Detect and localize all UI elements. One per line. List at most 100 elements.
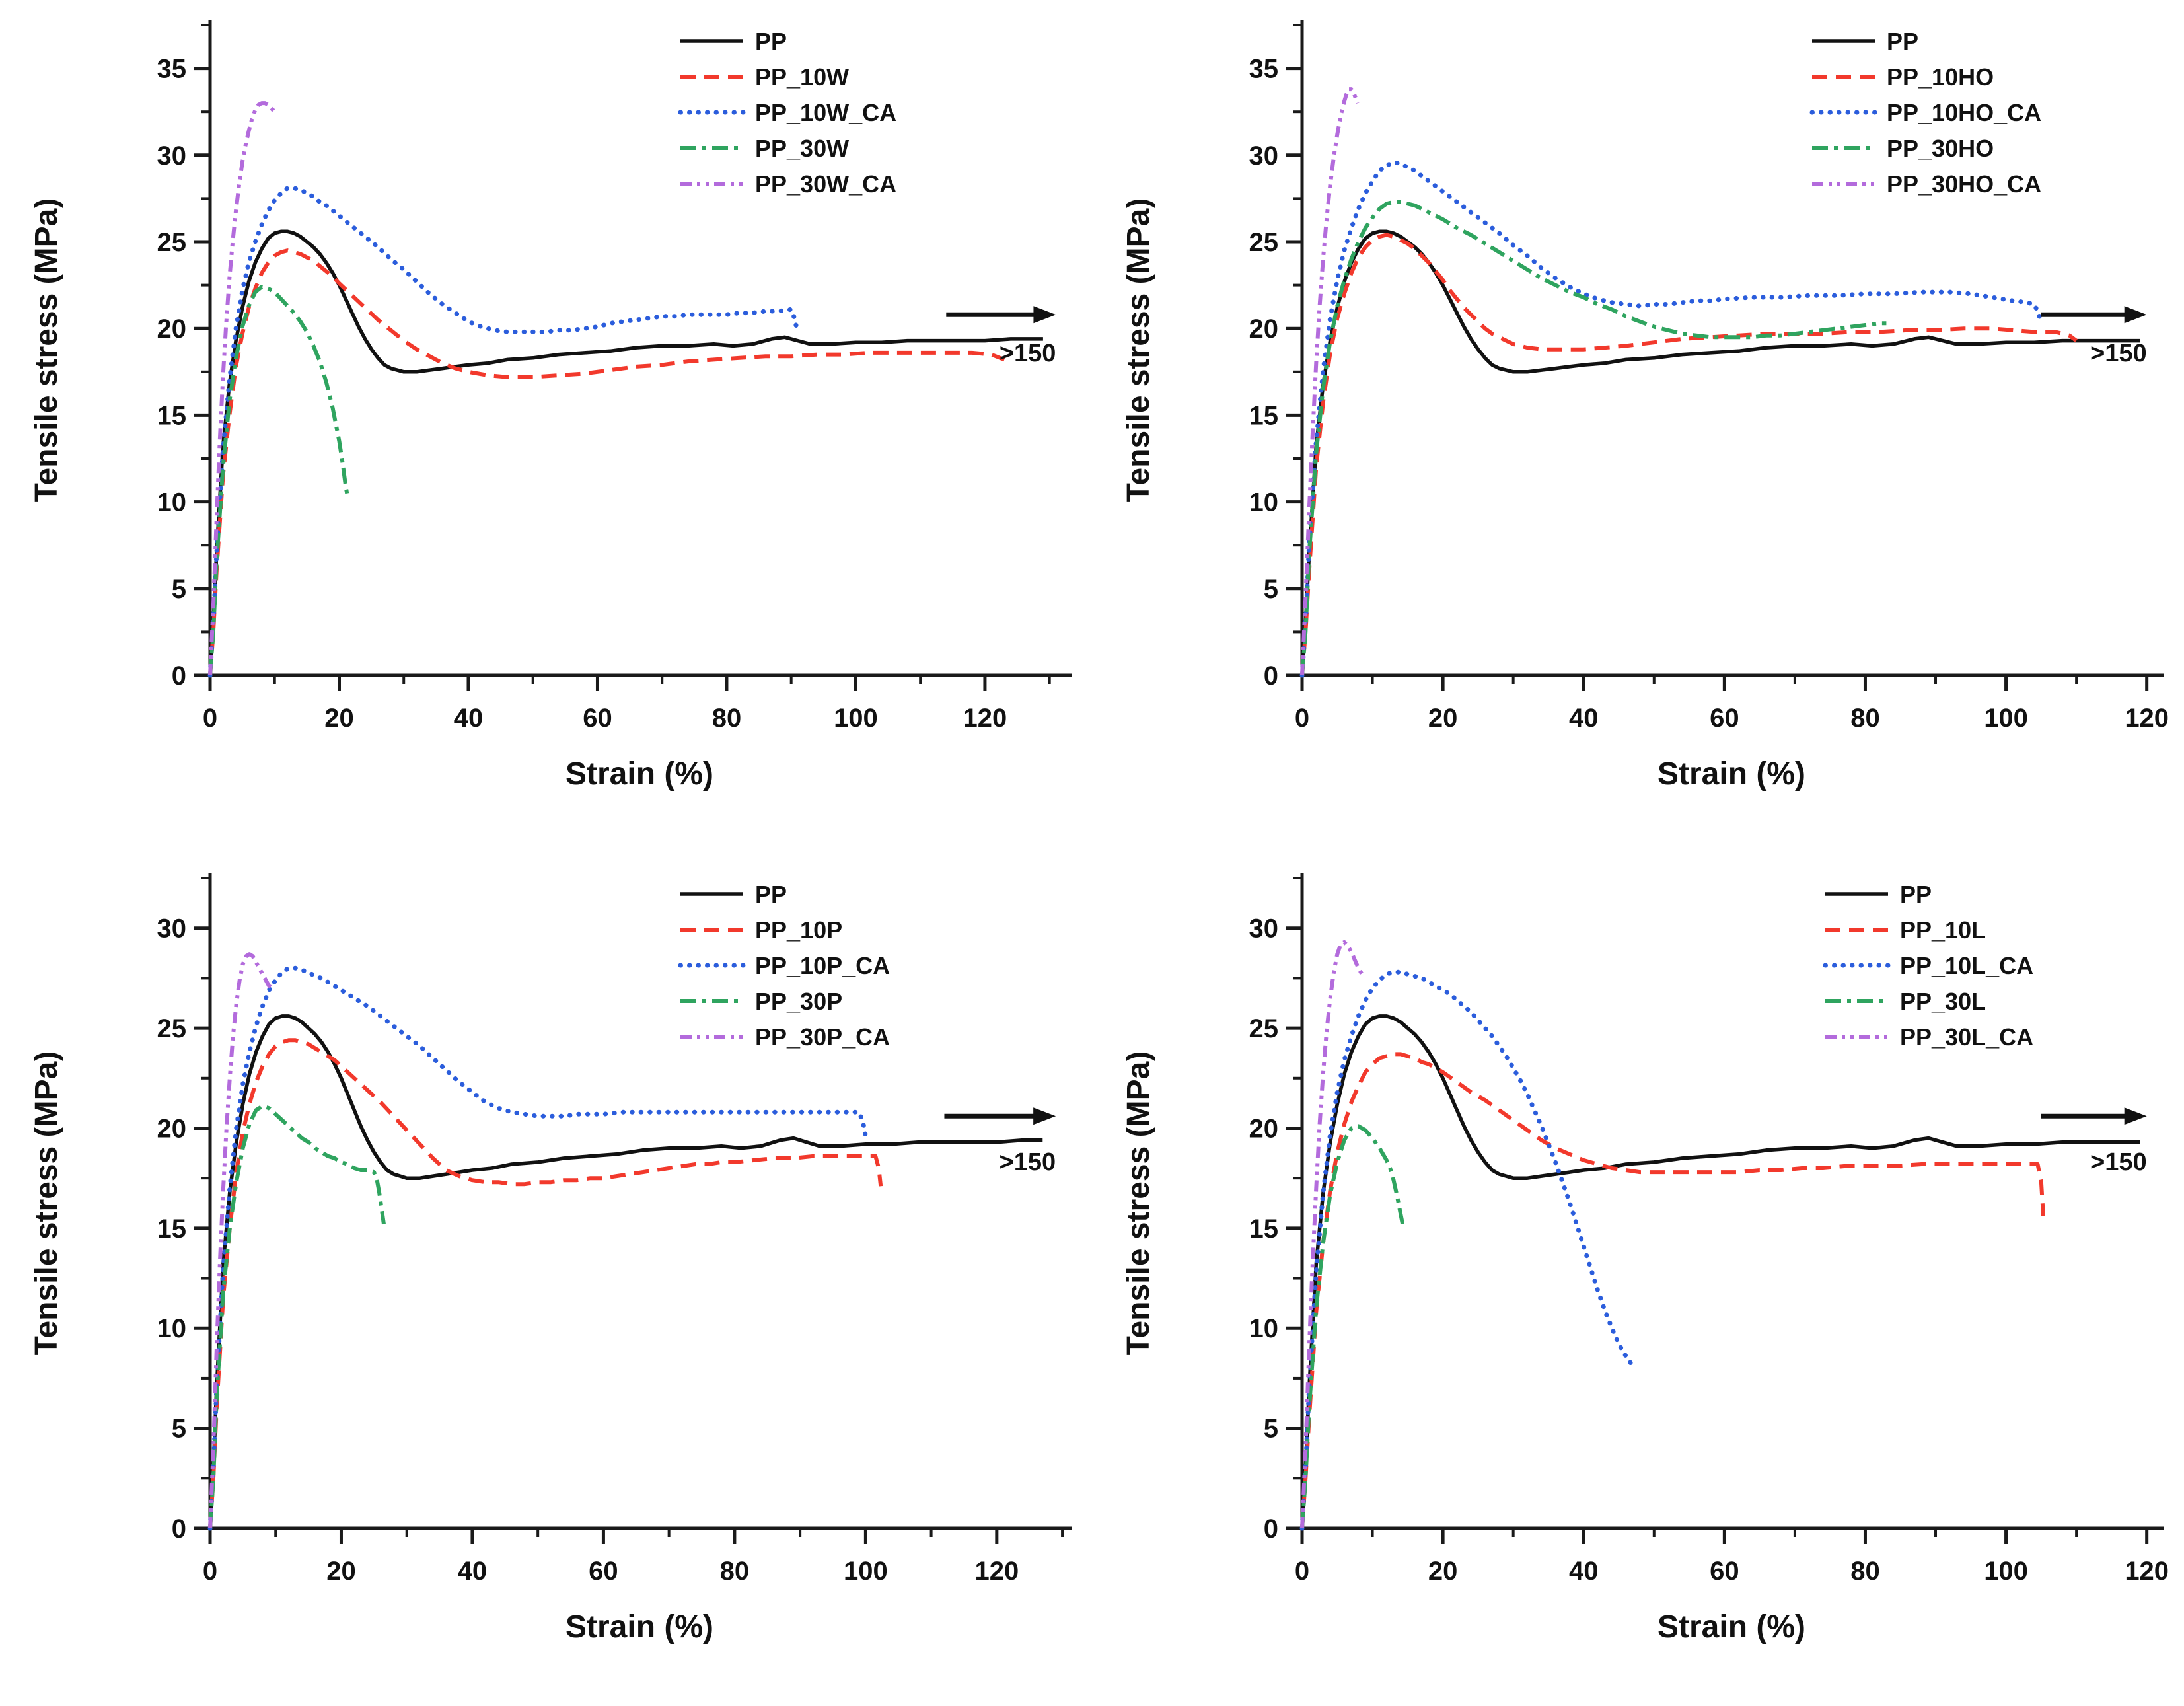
y-axis-title: Tensile stress (MPa) [1121, 1051, 1156, 1356]
y-tick-label: 20 [157, 315, 187, 344]
x-tick-label: 40 [454, 704, 484, 733]
y-tick-label: 10 [157, 488, 187, 517]
y-tick-label: 35 [157, 55, 187, 84]
y-tick-label: 15 [1249, 1214, 1279, 1243]
extension-arrow-head [2124, 1107, 2147, 1125]
series-PP_30W_CA [208, 101, 279, 676]
x-tick-label: 120 [2125, 1557, 2169, 1586]
annotation-gt150: >150 [1000, 1148, 1056, 1176]
x-tick-label: 100 [1984, 1557, 2028, 1586]
series-PP_30P [208, 1104, 386, 1529]
legend-label-PP_10P_CA: PP_10P_CA [755, 952, 890, 979]
y-tick-label: 5 [1264, 575, 1278, 604]
plot-background [1092, 0, 2184, 853]
legend-label-PP: PP [1900, 881, 1932, 908]
y-tick-label: 15 [157, 1214, 187, 1243]
annotation-gt150: >150 [2090, 1148, 2147, 1176]
x-tick-label: 120 [963, 704, 1007, 733]
y-tick-label: 10 [157, 1314, 187, 1343]
legend-label-PP_30P_CA: PP_30P_CA [755, 1023, 890, 1051]
x-tick-label: 20 [324, 704, 354, 733]
x-tick-label: 40 [1569, 1557, 1599, 1586]
legend-label-PP: PP [755, 28, 787, 55]
y-tick-label: 25 [1249, 1014, 1279, 1043]
y-tick-label: 25 [157, 228, 187, 257]
x-tick-label: 60 [1710, 1557, 1739, 1586]
y-axis-title: Tensile stress (MPa) [1121, 198, 1156, 503]
x-axis-title: Strain (%) [1657, 1610, 1805, 1645]
y-tick-label: 5 [172, 1415, 186, 1444]
legend-label-PP_10L: PP_10L [1900, 916, 1986, 944]
legend-label-PP: PP [755, 881, 787, 908]
extension-arrow-head [2124, 306, 2147, 324]
legend-label-PP_30P: PP_30P [755, 988, 842, 1015]
legend-label-PP_10HO: PP_10HO [1887, 63, 1994, 91]
subplot-bottom-left: 0 20 40 60 80 100 120 0 5 10 15 20 25 30 Strain (%) Ten… [0, 853, 1092, 1706]
plot-background [0, 853, 1092, 1706]
y-tick-label: 30 [1249, 141, 1279, 170]
series-PP [1300, 1014, 2140, 1529]
legend-label-PP_30HO_CA: PP_30HO_CA [1887, 170, 2041, 198]
y-tick-label: 10 [1249, 1314, 1279, 1343]
y-tick-label: 5 [172, 575, 186, 604]
legend-label-PP_30L_CA: PP_30L_CA [1900, 1023, 2033, 1051]
x-tick-label: 60 [589, 1557, 618, 1586]
x-tick-label: 120 [974, 1557, 1019, 1586]
y-tick-label: 10 [1249, 488, 1279, 517]
y-tick-label: 30 [1249, 914, 1279, 944]
legend-label-PP_10W: PP_10W [755, 63, 849, 91]
subplot-top-left: 0 20 40 60 80 100 120 0 5 10 15 20 25 30 35 Strain (%) T… [0, 0, 1092, 853]
subplot-cell-bottom-right: 0 20 40 60 80 100 120 0 5 10 15 20 25 30 Strain (%) Ten… [1092, 853, 2184, 1706]
y-axis-title: Tensile stress (MPa) [29, 1051, 64, 1356]
x-tick-label: 120 [2125, 704, 2169, 733]
y-tick-label: 15 [1249, 401, 1279, 430]
x-tick-label: 0 [203, 1557, 217, 1586]
x-tick-label: 100 [1984, 704, 2028, 733]
y-tick-label: 0 [1264, 1514, 1278, 1543]
x-tick-label: 100 [834, 704, 878, 733]
series-PP_30L [1300, 1124, 1406, 1529]
annotation-gt150: >150 [2090, 340, 2147, 367]
y-tick-label: 0 [1264, 661, 1278, 690]
series-PP_30HO_CA [1300, 87, 1360, 676]
series-PP_30L_CA [1300, 940, 1364, 1529]
x-tick-label: 80 [720, 1557, 750, 1586]
y-tick-label: 5 [1264, 1415, 1278, 1444]
y-tick-label: 0 [172, 661, 186, 690]
series-PP [208, 229, 1043, 676]
legend-label-PP_30HO: PP_30HO [1887, 135, 1994, 162]
legend-label-PP: PP [1887, 28, 1918, 55]
y-tick-label: 30 [157, 914, 187, 944]
x-tick-label: 60 [1710, 704, 1739, 733]
legend-label-PP_30L: PP_30L [1900, 988, 1986, 1015]
x-tick-label: 40 [1569, 704, 1599, 733]
y-tick-label: 0 [172, 1514, 186, 1543]
y-tick-label: 35 [1249, 55, 1279, 84]
series-PP_10W [208, 248, 1005, 676]
plot-background [1092, 853, 2184, 1706]
x-tick-label: 20 [1428, 1557, 1458, 1586]
legend-label-PP_10L_CA: PP_10L_CA [1900, 952, 2033, 979]
subplot-bottom-right: 0 20 40 60 80 100 120 0 5 10 15 20 25 30 Strain (%) Ten… [1092, 853, 2184, 1706]
x-axis-title: Strain (%) [1657, 757, 1805, 792]
legend-label-PP_30W: PP_30W [755, 135, 849, 162]
x-tick-label: 20 [326, 1557, 356, 1586]
x-tick-label: 0 [203, 704, 217, 733]
extension-arrow-head [1033, 306, 1056, 324]
legend-label-PP_10P: PP_10P [755, 916, 842, 944]
series-PP_10HO [1300, 233, 2078, 676]
series-PP_10HO_CA [1299, 159, 2044, 678]
y-axis-title: Tensile stress (MPa) [29, 198, 64, 503]
legend-label-PP_10W_CA: PP_10W_CA [755, 99, 896, 126]
series-PP_30HO [1300, 200, 1887, 676]
annotation-gt150: >150 [1000, 340, 1056, 367]
y-tick-label: 20 [1249, 315, 1279, 344]
plot-background [0, 0, 1092, 853]
y-tick-label: 15 [157, 401, 187, 430]
x-tick-label: 20 [1428, 704, 1458, 733]
series-PP_10P [208, 1038, 883, 1529]
x-axis-title: Strain (%) [565, 1610, 713, 1645]
x-tick-label: 80 [1850, 1557, 1880, 1586]
x-axis-title: Strain (%) [565, 757, 713, 792]
